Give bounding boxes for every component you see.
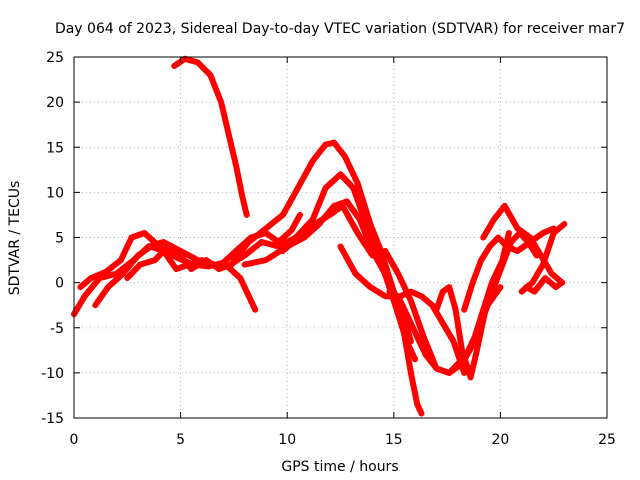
series-track <box>523 275 566 295</box>
chart-title: Day 064 of 2023, Sidereal Day-to-day VTE… <box>55 21 625 37</box>
y-tick-label: -10 <box>41 366 64 382</box>
series-track <box>386 230 512 376</box>
y-tick-label: 5 <box>55 231 64 247</box>
x-axis-label: GPS time / hours <box>281 459 398 475</box>
x-tick-label: 0 <box>70 432 79 448</box>
x-tick-labels: 0 5 10 15 20 25 <box>70 432 616 448</box>
series-track <box>171 55 250 218</box>
x-tick-label: 5 <box>176 432 185 448</box>
y-axis-label: SDTVAR / TECUs <box>7 181 23 296</box>
x-tick-label: 25 <box>598 432 616 448</box>
x-tick-label: 10 <box>278 432 296 448</box>
y-tick-label: -5 <box>50 321 64 337</box>
series-track <box>480 202 566 286</box>
series-track <box>433 230 540 381</box>
x-tick-label: 15 <box>385 432 403 448</box>
y-tick-label: 25 <box>46 50 64 66</box>
y-tick-label: -15 <box>41 411 64 427</box>
y-tick-label: 20 <box>46 95 64 111</box>
y-tick-label: 15 <box>46 140 64 156</box>
y-tick-label: 0 <box>55 276 64 292</box>
series-track <box>461 225 557 313</box>
series-track <box>337 243 468 376</box>
data-series <box>71 55 568 417</box>
series-track <box>92 243 205 309</box>
series-track <box>124 243 235 282</box>
y-tick-label: 10 <box>46 185 64 201</box>
y-tick-labels: -15 -10 -5 0 5 10 15 20 25 <box>41 50 64 427</box>
x-tick-label: 20 <box>491 432 509 448</box>
plot-frame <box>73 56 608 419</box>
